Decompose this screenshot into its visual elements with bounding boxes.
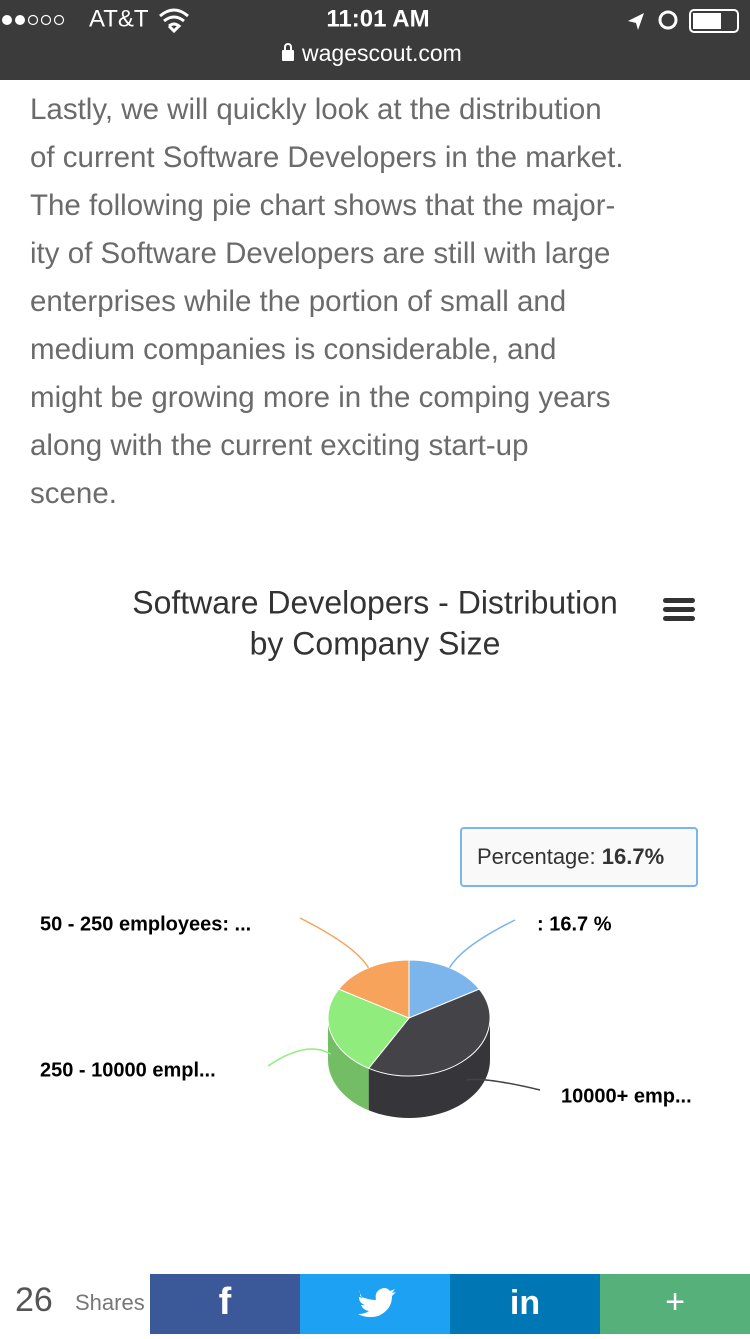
pie-slice (327, 988, 410, 1069)
status-bar (0, 0, 750, 80)
facebook-button[interactable] (150, 1274, 300, 1334)
tooltip-label: Percentage: (477, 844, 596, 869)
data-label: 250 - 10000 empl... (40, 1059, 216, 1081)
label-connector (267, 1048, 332, 1067)
paragraph-line: scene. (30, 477, 117, 510)
more-icon: + (665, 1283, 685, 1321)
data-label: : 16.7 % (537, 913, 612, 935)
paragraph-line: medium companies is considerable, and (30, 333, 556, 366)
carrier: AT&T (89, 5, 149, 32)
paragraph-line: along with the current exciting start-up (30, 429, 528, 462)
pie-slice (367, 988, 491, 1077)
pie-slice-side (368, 1018, 490, 1119)
tooltip-text: Percentage: 16.7% (477, 844, 664, 869)
paragraph-line: of current Software Developers in the ma… (30, 141, 624, 174)
signal (2, 14, 65, 26)
paragraph-line: might be growing more in the comping yea… (30, 381, 610, 414)
linkedin-button[interactable] (450, 1274, 600, 1334)
location-icon (628, 13, 644, 30)
label-connector (299, 917, 370, 969)
chart-title-line: by Company Size (250, 625, 501, 661)
pie-slice-side (328, 1018, 369, 1111)
label-connector (448, 919, 516, 969)
battery (689, 9, 739, 33)
tooltip (460, 827, 698, 887)
battery-level (693, 13, 721, 29)
lock-shackle (284, 43, 292, 51)
data-label: 50 - 250 employees: ... (40, 913, 251, 935)
clock: 11:01 AM (326, 5, 429, 32)
more-button[interactable] (600, 1274, 750, 1334)
linkedin-icon: in (510, 1284, 540, 1322)
chart-title: Software Developers - Distribution by Com… (132, 584, 618, 661)
share-label: Shares (75, 1290, 145, 1315)
lock-icon (282, 50, 294, 61)
paragraph-line: enterprises while the portion of small a… (30, 285, 566, 318)
menu-button[interactable] (663, 598, 695, 621)
facebook-icon: f (219, 1281, 232, 1323)
paragraph-line: Lastly, we will quickly look at the dist… (30, 93, 602, 126)
label-connector (466, 1078, 541, 1091)
chart-title-line: Software Developers - Distribution (132, 584, 618, 620)
pie-chart: : 16.7 % 10000+ emp... 250 - 10000 empl...… (40, 913, 692, 1119)
paragraph-line: ity of Software Developers are still wit… (30, 237, 610, 270)
data-label: 10000+ emp... (561, 1085, 692, 1107)
url[interactable]: wagescout.com (301, 40, 462, 66)
article-text: Lastly, we will quickly look at the dist… (30, 93, 624, 510)
share-count: 26 (15, 1281, 53, 1319)
twitter-icon (358, 1288, 396, 1318)
paragraph-line: The following pie chart shows that the m… (30, 189, 615, 222)
alarm-icon (658, 10, 678, 30)
wifi-icon (159, 8, 189, 34)
tooltip-value: 16.7% (602, 844, 664, 869)
